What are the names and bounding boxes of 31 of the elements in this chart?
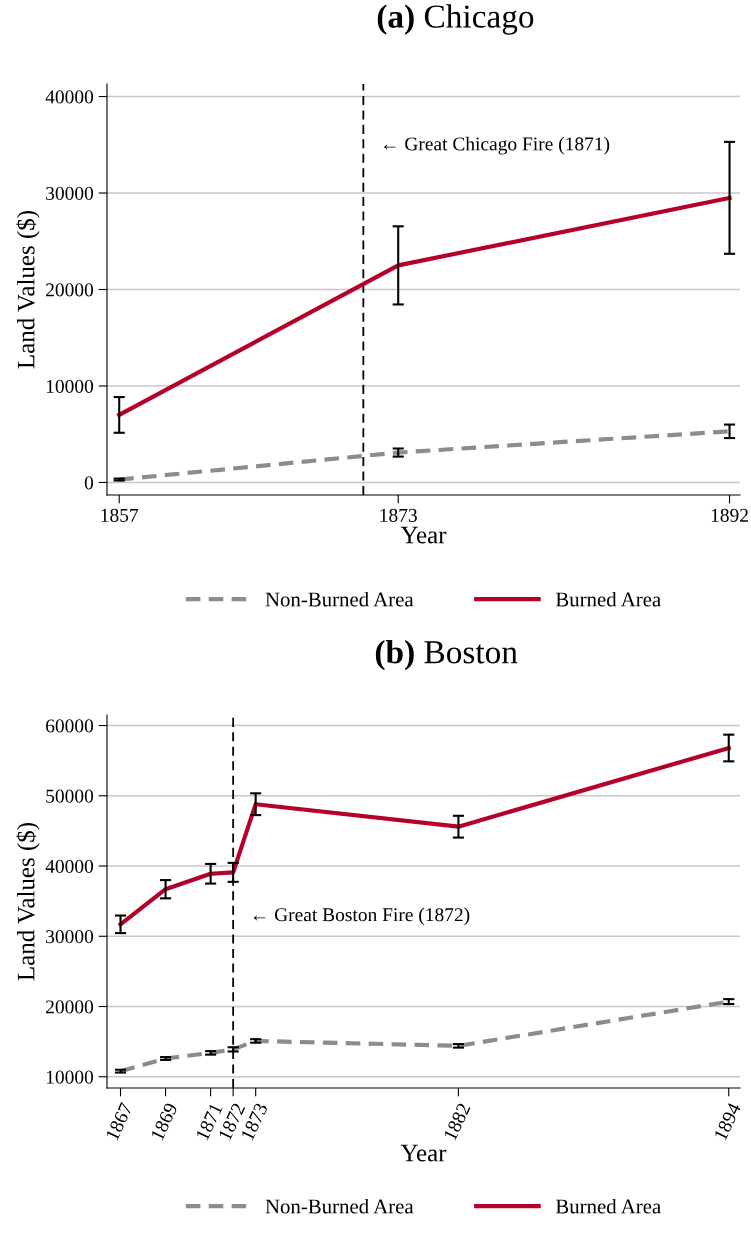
y-tick-label: 40000: [45, 859, 94, 873]
x-tick-label: 1894: [713, 1101, 742, 1141]
y-tick-label: 20000: [46, 283, 94, 297]
y-tick-label: 50000: [46, 789, 94, 803]
x-axis-title: Year: [400, 526, 447, 544]
y-tick-label: 10000: [46, 1070, 94, 1084]
legend-label: Burned Area: [555, 591, 661, 607]
legend-label: Non-Burned Area: [265, 591, 414, 607]
y-tick-label: 30000: [46, 186, 94, 200]
ref-line-label: ← Great Boston Fire (1872): [253, 907, 470, 926]
chart-title: (b) Boston: [375, 640, 518, 671]
legend-label: Non-Burned Area: [265, 1198, 414, 1214]
legend-label: Burned Area: [555, 1198, 661, 1214]
x-tick-label: 1857: [101, 508, 139, 522]
y-tick-label: 40000: [45, 90, 94, 104]
y-tick-label: 30000: [46, 930, 94, 944]
y-axis-title: Land Values ($): [16, 210, 40, 369]
y-tick-label: 0: [84, 476, 94, 490]
chart-title: (a) Chicago: [377, 4, 534, 35]
x-tick-label: 1867: [105, 1101, 133, 1141]
y-axis-title: Land Values ($): [16, 822, 40, 981]
x-tick-label: 1873: [380, 508, 417, 522]
x-tick-label: 1869: [150, 1102, 178, 1141]
ref-line-label: ← Great Chicago Fire (1871): [383, 136, 610, 155]
y-tick-label: 10000: [46, 379, 94, 393]
line-series: [118, 745, 731, 927]
y-tick-label: 60000: [46, 719, 94, 733]
x-axis-title: Year: [400, 1144, 447, 1162]
y-tick-label: 20000: [46, 1000, 94, 1014]
x-tick-label: 1882: [443, 1102, 471, 1141]
x-tick-label: 1892: [711, 508, 748, 522]
